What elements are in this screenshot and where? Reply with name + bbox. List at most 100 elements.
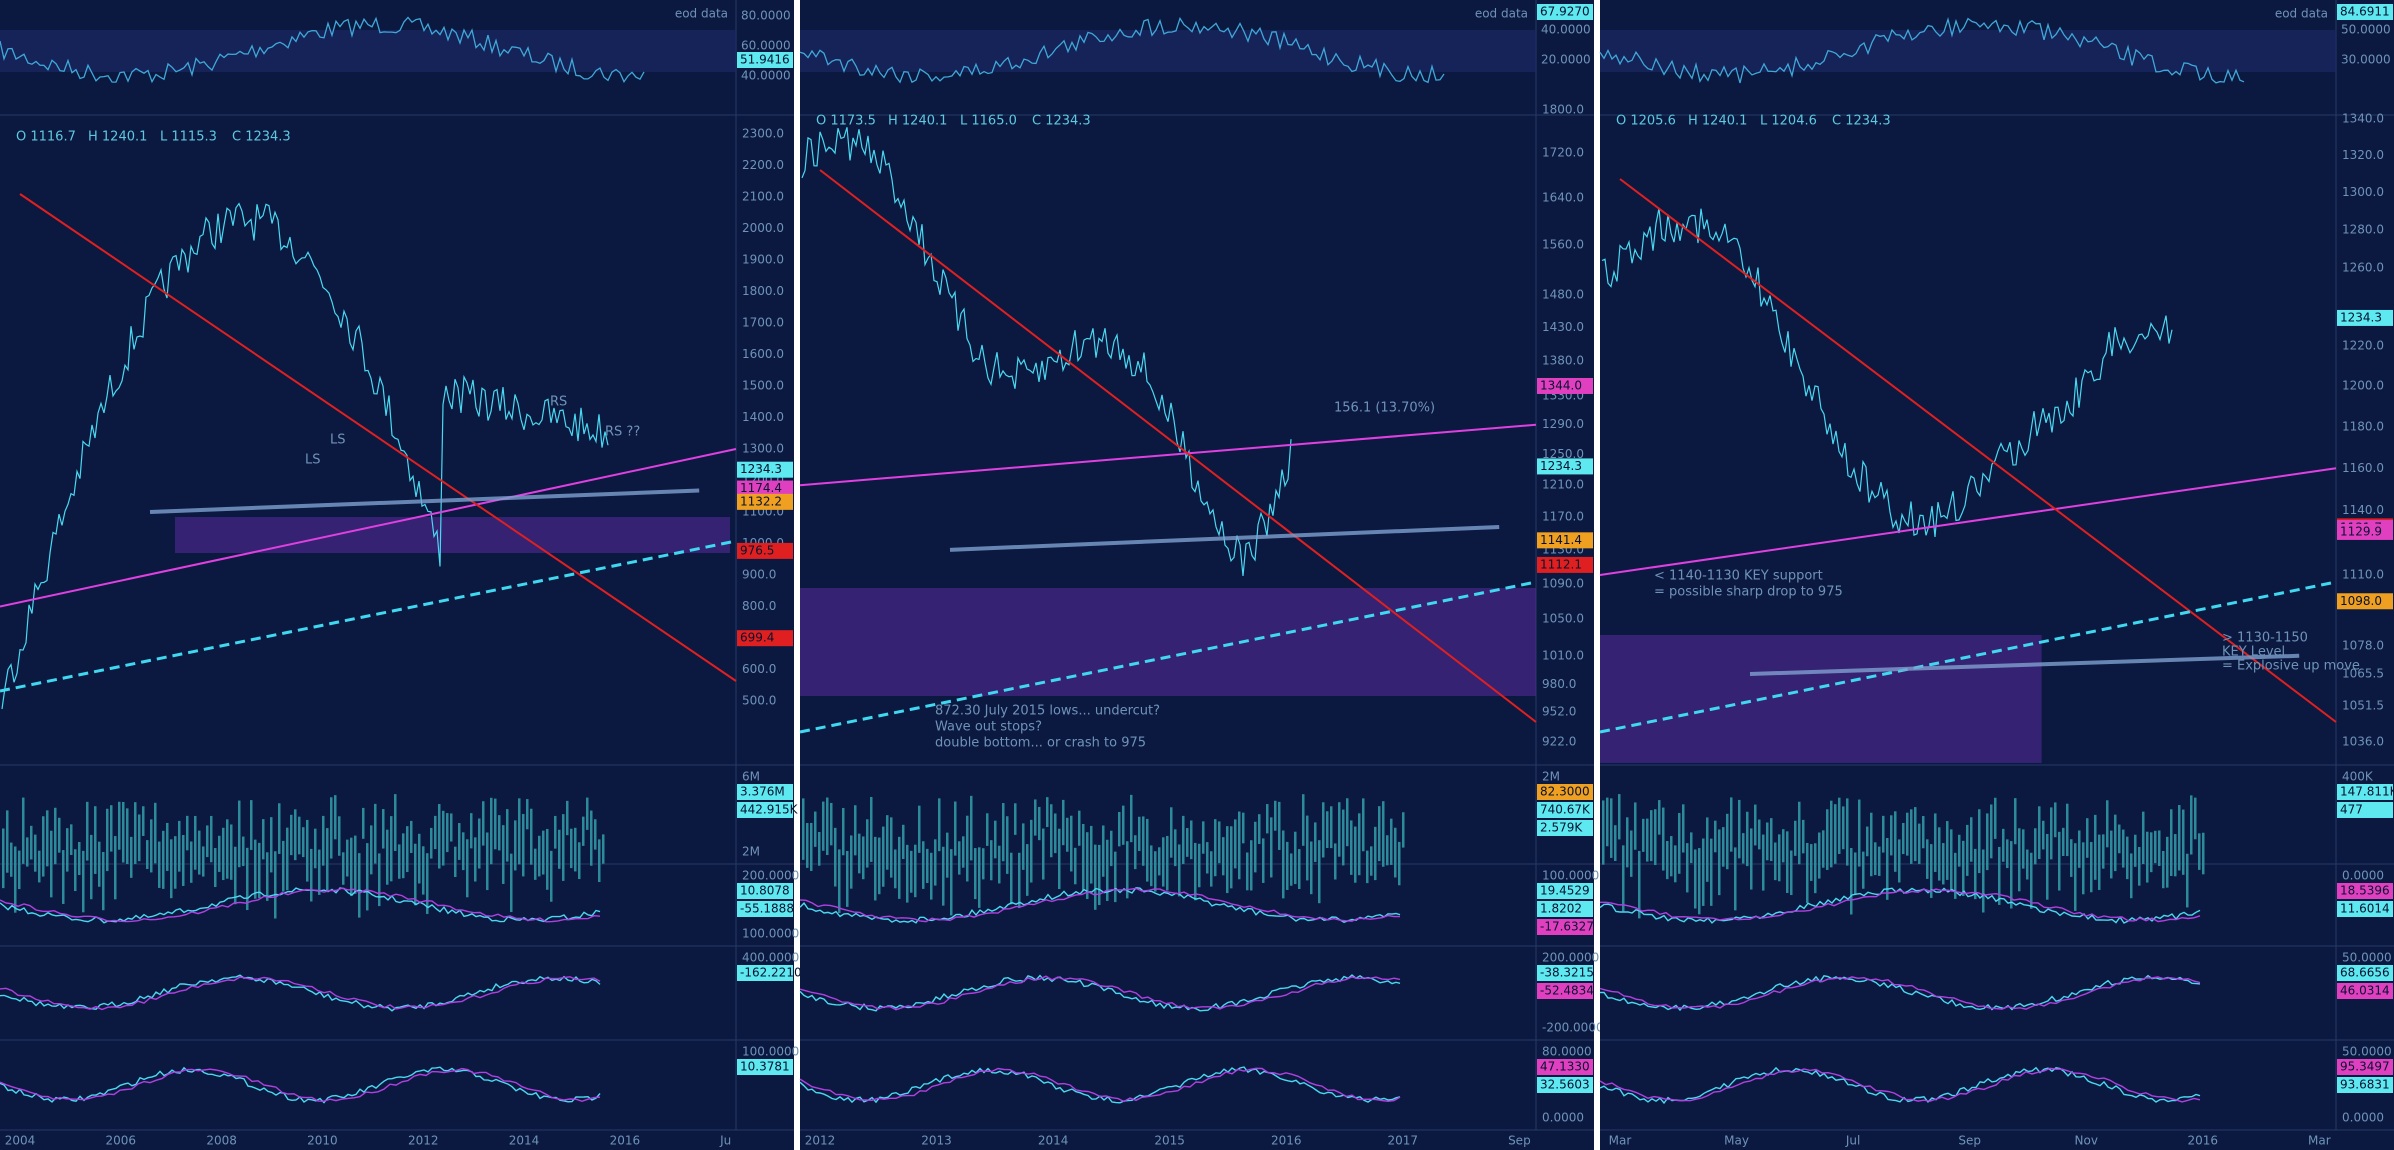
volume-bar [182, 835, 185, 886]
trend-line [19, 193, 737, 682]
volume-bar [1334, 843, 1337, 880]
volume-bar [6, 810, 9, 873]
volume-bar [574, 827, 577, 872]
volume-bar [2102, 834, 2105, 869]
price-tag [1537, 883, 1593, 899]
volume-bar [590, 810, 593, 866]
price-tag-text: 1132.2 [740, 494, 782, 508]
volume-bar [1782, 829, 1785, 863]
volume-bar [354, 835, 357, 894]
ohlc-value: H 1240.1 [888, 114, 947, 129]
pane-background [0, 0, 794, 1150]
volume-bar [54, 807, 57, 865]
volume-bar [82, 850, 85, 913]
volume-bar [202, 846, 205, 877]
volume-bar [170, 839, 173, 899]
volume-bar [1754, 804, 1757, 846]
volume-bar [1670, 836, 1673, 877]
volume-bar [1966, 824, 1969, 876]
volume-bar [2114, 814, 2117, 872]
volume-bar [1178, 844, 1181, 897]
data-source: eod data [2275, 7, 2328, 21]
price-axis-label: 1050.0 [1542, 612, 1584, 626]
volume-bar [558, 829, 561, 869]
volume-bar [414, 843, 417, 906]
price-tag [737, 784, 793, 800]
price-tag-text: 1344.0 [1540, 378, 1582, 392]
time-axis-label: 2006 [106, 1134, 137, 1148]
price-axis-label: 1900.0 [742, 253, 784, 267]
volume-bar [2058, 831, 2061, 891]
volume-bar [1958, 834, 1961, 867]
trend-line [149, 488, 700, 514]
top-indicator-line [799, 16, 1445, 84]
volume-bar [1898, 839, 1901, 883]
volume-bar [902, 824, 905, 860]
oscillator-signal [799, 887, 1400, 923]
volume-bar [870, 797, 873, 862]
volume-bar [1234, 819, 1237, 869]
volume-bar [502, 825, 505, 884]
volume-bar [406, 826, 409, 873]
volume-bar [2066, 803, 2069, 857]
volume-bar [1642, 818, 1645, 852]
volume-bar [1614, 825, 1617, 861]
price-tag-text: 1.8202 [1540, 902, 1582, 916]
volume-bar [1978, 809, 1981, 874]
volume-bar [186, 815, 189, 851]
top-band [800, 30, 1536, 72]
volume-bar [1390, 818, 1393, 865]
volume-bar [982, 848, 985, 880]
volume-bar [1886, 837, 1889, 900]
price-tag [1537, 377, 1593, 394]
volume-bar [582, 816, 585, 846]
price-tag [1537, 965, 1593, 981]
volume-bar [2010, 841, 2013, 909]
volume-bar [442, 810, 445, 866]
volume-bar [302, 827, 305, 858]
volume-bar [1182, 815, 1185, 864]
volume-bar [166, 822, 169, 871]
volume-bar [94, 806, 97, 874]
volume-bar [2030, 852, 2033, 909]
volume-bar [814, 811, 817, 847]
annotation: = Explosive up move [2222, 659, 2360, 674]
price-tag-text: -52.4834 [1540, 984, 1594, 998]
top-axis-label: 40.0000 [1541, 23, 1591, 37]
volume-bar [1174, 829, 1177, 867]
volume-bar [1842, 806, 1845, 850]
volume-bar [526, 799, 529, 830]
volume-bar [1262, 838, 1265, 883]
price-axis-label: 1300.0 [742, 442, 784, 456]
volume-bar [898, 836, 901, 899]
price-axis-label: 1170.0 [1542, 509, 1584, 523]
volume-bar [942, 846, 945, 906]
time-axis-label: Ju [719, 1134, 731, 1148]
top-indicator-line [1599, 17, 2245, 84]
pane-background [800, 0, 1594, 1150]
volume-bar [490, 797, 493, 865]
volume-bar [886, 815, 889, 870]
volume-bar [602, 834, 605, 864]
volume-bar [1322, 802, 1325, 858]
trend-line [949, 524, 1500, 552]
price-axis-label: 600.0 [742, 662, 776, 676]
time-axis-label: Sep [1958, 1134, 1981, 1148]
volume-bar [1306, 815, 1309, 881]
volume-bar [1110, 830, 1113, 867]
volume-bar [866, 819, 869, 868]
price-tag-text: 740.67K [1540, 803, 1591, 817]
volume-bar [2014, 798, 2017, 845]
volume-bar [446, 813, 449, 853]
volume-bar [1122, 805, 1125, 845]
volume-bar [1002, 803, 1005, 862]
price-tag [2337, 593, 2393, 610]
oscillator-line [0, 887, 601, 924]
price-axis-label: 1200.0 [2342, 379, 2384, 393]
volume-bar [566, 800, 569, 836]
oscillator-signal [799, 975, 1401, 1011]
price-axis-label: 1720.0 [1542, 145, 1584, 159]
volume-bar [522, 813, 525, 877]
volume-bar [882, 826, 885, 887]
volume-bar [2198, 833, 2201, 870]
